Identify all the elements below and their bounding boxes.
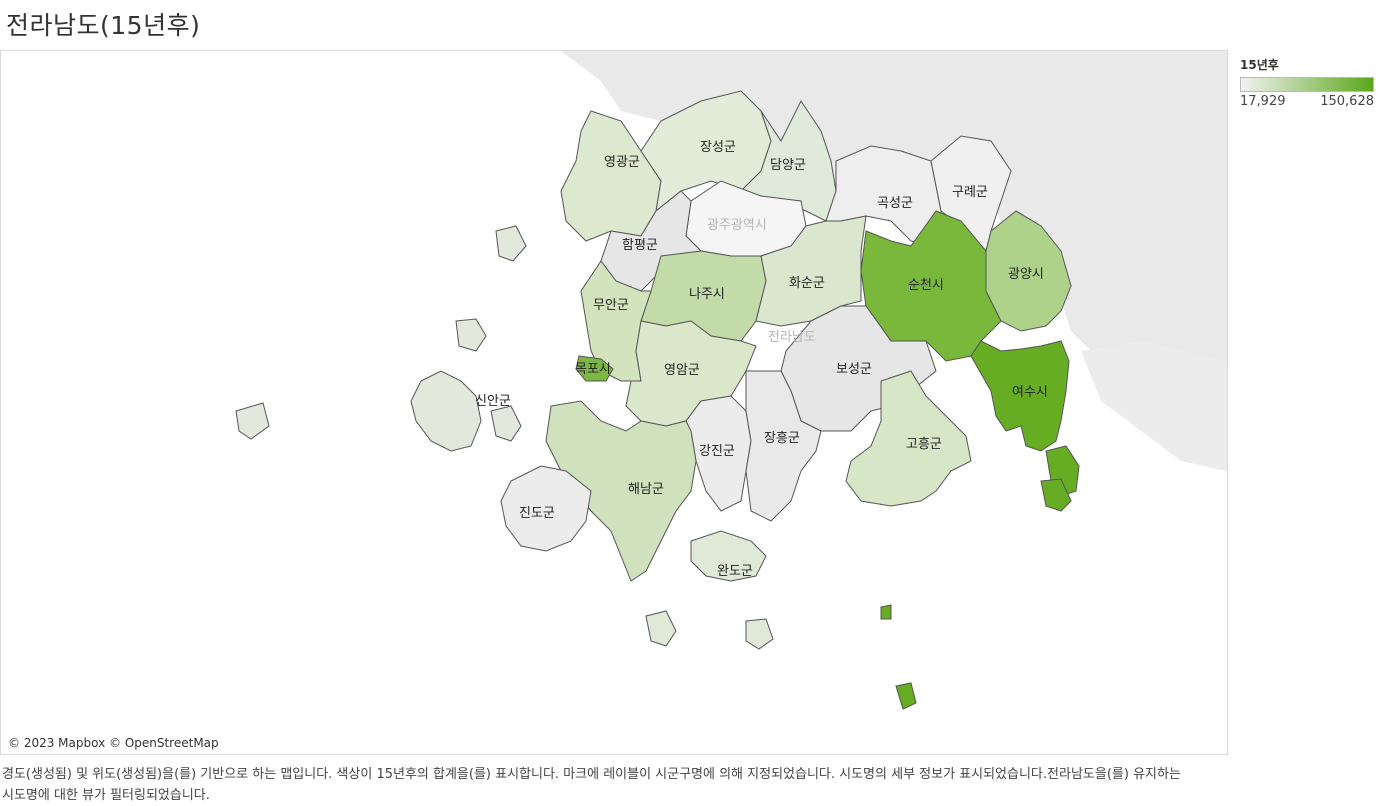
map-canvas[interactable]: 광주광역시 전라남도 영광군 장성군 담양군 곡성군 구례군 함평군 나주시 화… bbox=[1, 51, 1227, 754]
region-label: 곡성군 bbox=[877, 196, 913, 211]
region-완도군-island1[interactable] bbox=[645, 610, 677, 647]
region-신안군-island3[interactable] bbox=[495, 225, 527, 262]
region-고흥군[interactable] bbox=[845, 370, 972, 507]
region-label: 신안군 bbox=[475, 394, 511, 409]
legend-max: 150,628 bbox=[1320, 94, 1374, 109]
region-label: 무안군 bbox=[593, 298, 629, 313]
region-label: 화순군 bbox=[789, 276, 825, 291]
province-label: 전라남도 bbox=[768, 330, 816, 345]
region-label: 영암군 bbox=[664, 363, 700, 378]
region-신안군[interactable] bbox=[410, 370, 482, 452]
region-label: 고흥군 bbox=[906, 437, 942, 452]
region-완도군-island2[interactable] bbox=[745, 618, 774, 650]
legend-gradient-bar bbox=[1240, 77, 1374, 92]
region-영광군[interactable] bbox=[560, 110, 662, 242]
background-land bbox=[561, 51, 1227, 411]
region-label: 해남군 bbox=[628, 482, 664, 497]
region-신안군-island4[interactable] bbox=[235, 402, 270, 440]
region-광양시[interactable] bbox=[985, 210, 1072, 332]
region-label: 장성군 bbox=[700, 140, 736, 155]
legend-min: 17,929 bbox=[1240, 94, 1286, 109]
region-label: 완도군 bbox=[717, 564, 753, 579]
region-label: 광양시 bbox=[1008, 267, 1044, 282]
region-label: 나주시 bbox=[689, 287, 725, 302]
color-legend: 15년후 17,929 150,628 bbox=[1240, 56, 1376, 109]
region-장흥군[interactable] bbox=[745, 370, 822, 522]
region-label: 순천시 bbox=[908, 278, 944, 293]
region-label: 진도군 bbox=[519, 506, 555, 521]
region-완도군[interactable] bbox=[690, 530, 767, 582]
region-여수시-island3[interactable] bbox=[895, 682, 917, 710]
legend-title: 15년후 bbox=[1240, 58, 1279, 72]
region-진도군[interactable] bbox=[500, 465, 592, 552]
region-여수시-island2[interactable] bbox=[1040, 478, 1072, 512]
region-label: 보성군 bbox=[836, 362, 872, 377]
region-label: 강진군 bbox=[699, 444, 735, 459]
city-label-gwangju: 광주광역시 bbox=[707, 218, 767, 233]
background-land-east bbox=[1081, 341, 1227, 471]
region-신안군-island1[interactable] bbox=[455, 318, 487, 352]
region-label: 구례군 bbox=[952, 185, 988, 200]
region-여수시-island4[interactable] bbox=[880, 604, 892, 620]
map-caption: 경도(생성됨) 및 위도(생성됨)을(를) 기반으로 하는 맵입니다. 색상이 … bbox=[2, 767, 1181, 803]
region-label: 담양군 bbox=[770, 158, 806, 173]
region-label: 목포시 bbox=[575, 362, 611, 377]
region-신안군-island2[interactable] bbox=[490, 405, 522, 442]
region-label: 함평군 bbox=[622, 238, 658, 253]
map-attribution[interactable]: © 2023 Mapbox © OpenStreetMap bbox=[8, 736, 219, 750]
region-화순군[interactable] bbox=[755, 215, 867, 327]
page-title: 전라남도(15년후) bbox=[6, 11, 201, 40]
region-목포시[interactable] bbox=[575, 355, 614, 382]
region-여수시[interactable] bbox=[970, 340, 1070, 452]
region-label: 여수시 bbox=[1012, 385, 1048, 400]
region-label: 영광군 bbox=[604, 155, 640, 170]
region-담양군[interactable] bbox=[740, 100, 837, 222]
map-view[interactable]: 광주광역시 전라남도 영광군 장성군 담양군 곡성군 구례군 함평군 나주시 화… bbox=[0, 50, 1228, 755]
region-label: 장흥군 bbox=[764, 431, 800, 446]
